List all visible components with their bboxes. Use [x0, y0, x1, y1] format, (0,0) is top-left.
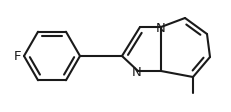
Text: N: N	[155, 21, 165, 34]
Text: N: N	[132, 65, 141, 78]
Text: F: F	[13, 50, 21, 63]
